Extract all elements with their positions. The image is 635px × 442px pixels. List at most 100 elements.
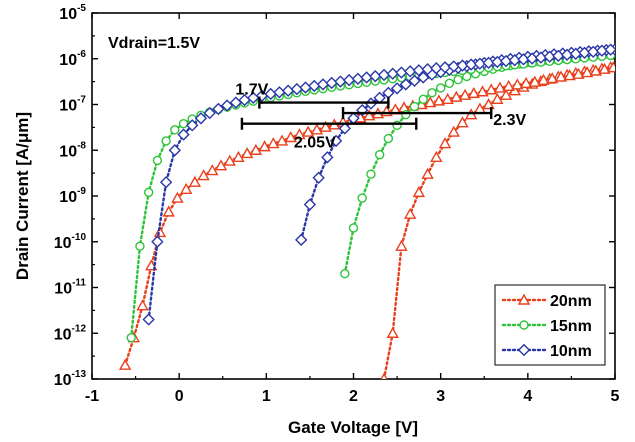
y-tick-label: 10-8	[59, 140, 86, 160]
data-point-20nm	[456, 116, 469, 128]
data-point-20nm	[214, 159, 228, 171]
data-point-20nm	[476, 85, 489, 97]
data-point-20nm	[485, 83, 498, 95]
data-point-20nm	[519, 76, 533, 89]
y-axis-ticks: 10-13 10-12 10-11 10-10 10-9 10-8 10-7 10-6 10-5	[54, 3, 615, 389]
data-point-15nm	[383, 133, 394, 144]
data-point-20nm	[179, 182, 193, 195]
x-tick-label: 3	[436, 388, 445, 405]
data-point-15nm	[152, 155, 163, 166]
data-point-10nm	[151, 235, 164, 248]
x-tick-label: 1	[262, 388, 271, 405]
data-point-15nm	[357, 193, 367, 203]
data-point-20nm	[537, 73, 550, 85]
hysteresis-annotation: 2.3V	[341, 107, 526, 129]
data-point-20nm	[206, 164, 219, 176]
data-point-20nm	[267, 137, 280, 149]
data-point-10nm	[390, 82, 404, 95]
data-point-20nm	[403, 207, 417, 219]
legend-marker	[517, 293, 531, 305]
data-point-15nm	[409, 101, 420, 112]
x-tick-label: -1	[85, 388, 99, 405]
legend-item-10nm: 10nm	[501, 343, 592, 360]
data-point-20nm	[412, 185, 426, 198]
data-point-10nm	[321, 151, 334, 164]
data-point-20nm	[502, 79, 515, 91]
data-point-20nm	[380, 372, 388, 379]
y-tick-label: 10-12	[54, 323, 87, 343]
data-point-20nm	[450, 90, 463, 102]
data-point-10nm	[417, 71, 430, 84]
y-tick-label: 10-6	[59, 49, 86, 69]
data-point-15nm	[435, 83, 446, 93]
data-point-20nm	[249, 143, 263, 155]
data-point-20nm	[598, 62, 611, 74]
hysteresis-label: 1.7V	[235, 82, 268, 99]
x-tick-label: 2	[349, 388, 358, 405]
legend-marker	[517, 343, 531, 357]
data-point-20nm	[499, 88, 513, 100]
hysteresis-annotation: 1.7V	[235, 82, 390, 109]
data-point-20nm	[589, 64, 603, 76]
data-point-20nm	[491, 92, 504, 104]
data-point-15nm	[178, 119, 189, 129]
data-point-10nm	[220, 99, 234, 112]
data-point-20nm	[482, 98, 495, 110]
data-point-10nm	[399, 78, 412, 91]
legend-marker	[519, 320, 529, 330]
data-point-20nm	[386, 326, 399, 338]
data-point-15nm	[161, 136, 171, 146]
data-point-20nm	[458, 88, 472, 100]
data-point-20nm	[363, 109, 376, 121]
hysteresis-annotations: 1.7V 2.05V 2.3V	[235, 82, 526, 152]
data-point-20nm	[223, 154, 236, 166]
data-point-15nm	[418, 94, 428, 104]
data-point-20nm	[319, 120, 332, 132]
data-point-20nm	[162, 205, 175, 217]
data-point-15nm	[444, 78, 455, 89]
data-point-10nm	[329, 134, 343, 148]
data-point-20nm	[118, 358, 132, 370]
data-point-10nm	[203, 106, 216, 120]
data-point-20nm	[275, 134, 289, 146]
data-point-15nm	[348, 223, 359, 233]
data-point-20nm	[441, 92, 454, 104]
data-point-10nm	[312, 171, 325, 184]
y-tick-label: 10-5	[59, 3, 86, 23]
data-point-15nm	[374, 149, 385, 160]
legend-label: 10nm	[550, 343, 592, 360]
data-point-15nm	[143, 187, 154, 198]
data-point-20nm	[554, 70, 568, 82]
data-point-10nm	[408, 74, 421, 87]
data-point-20nm	[421, 167, 434, 179]
data-point-20nm	[395, 239, 408, 251]
data-point-15nm	[135, 241, 145, 251]
data-point-10nm	[142, 313, 155, 326]
data-point-20nm	[284, 131, 297, 143]
data-point-10nm	[194, 112, 208, 125]
x-axis-ticks: -1 0 1 2 3 4 5	[85, 13, 620, 405]
data-point-20nm	[430, 150, 443, 163]
y-tick-label: 10-9	[59, 186, 86, 206]
data-point-10nm	[338, 122, 351, 135]
hysteresis-label: 2.05V	[294, 135, 336, 152]
data-point-20nm	[467, 86, 480, 99]
legend-label: 20nm	[550, 293, 592, 310]
data-point-20nm	[293, 128, 306, 140]
data-point-15nm	[170, 125, 180, 135]
data-point-15nm	[126, 332, 136, 343]
data-point-10nm	[604, 43, 615, 56]
data-point-20nm	[310, 123, 324, 135]
data-point-20nm	[572, 67, 585, 79]
y-tick-label: 10-13	[54, 369, 87, 389]
data-point-10nm	[177, 128, 190, 141]
data-point-20nm	[188, 175, 202, 187]
y-tick-label: 10-11	[54, 278, 86, 298]
data-point-10nm	[295, 233, 308, 247]
data-point-15nm	[401, 109, 411, 120]
data-point-20nm	[258, 140, 271, 152]
data-point-10nm	[159, 176, 173, 189]
data-point-20nm	[301, 125, 315, 137]
data-point-20nm	[240, 147, 254, 159]
